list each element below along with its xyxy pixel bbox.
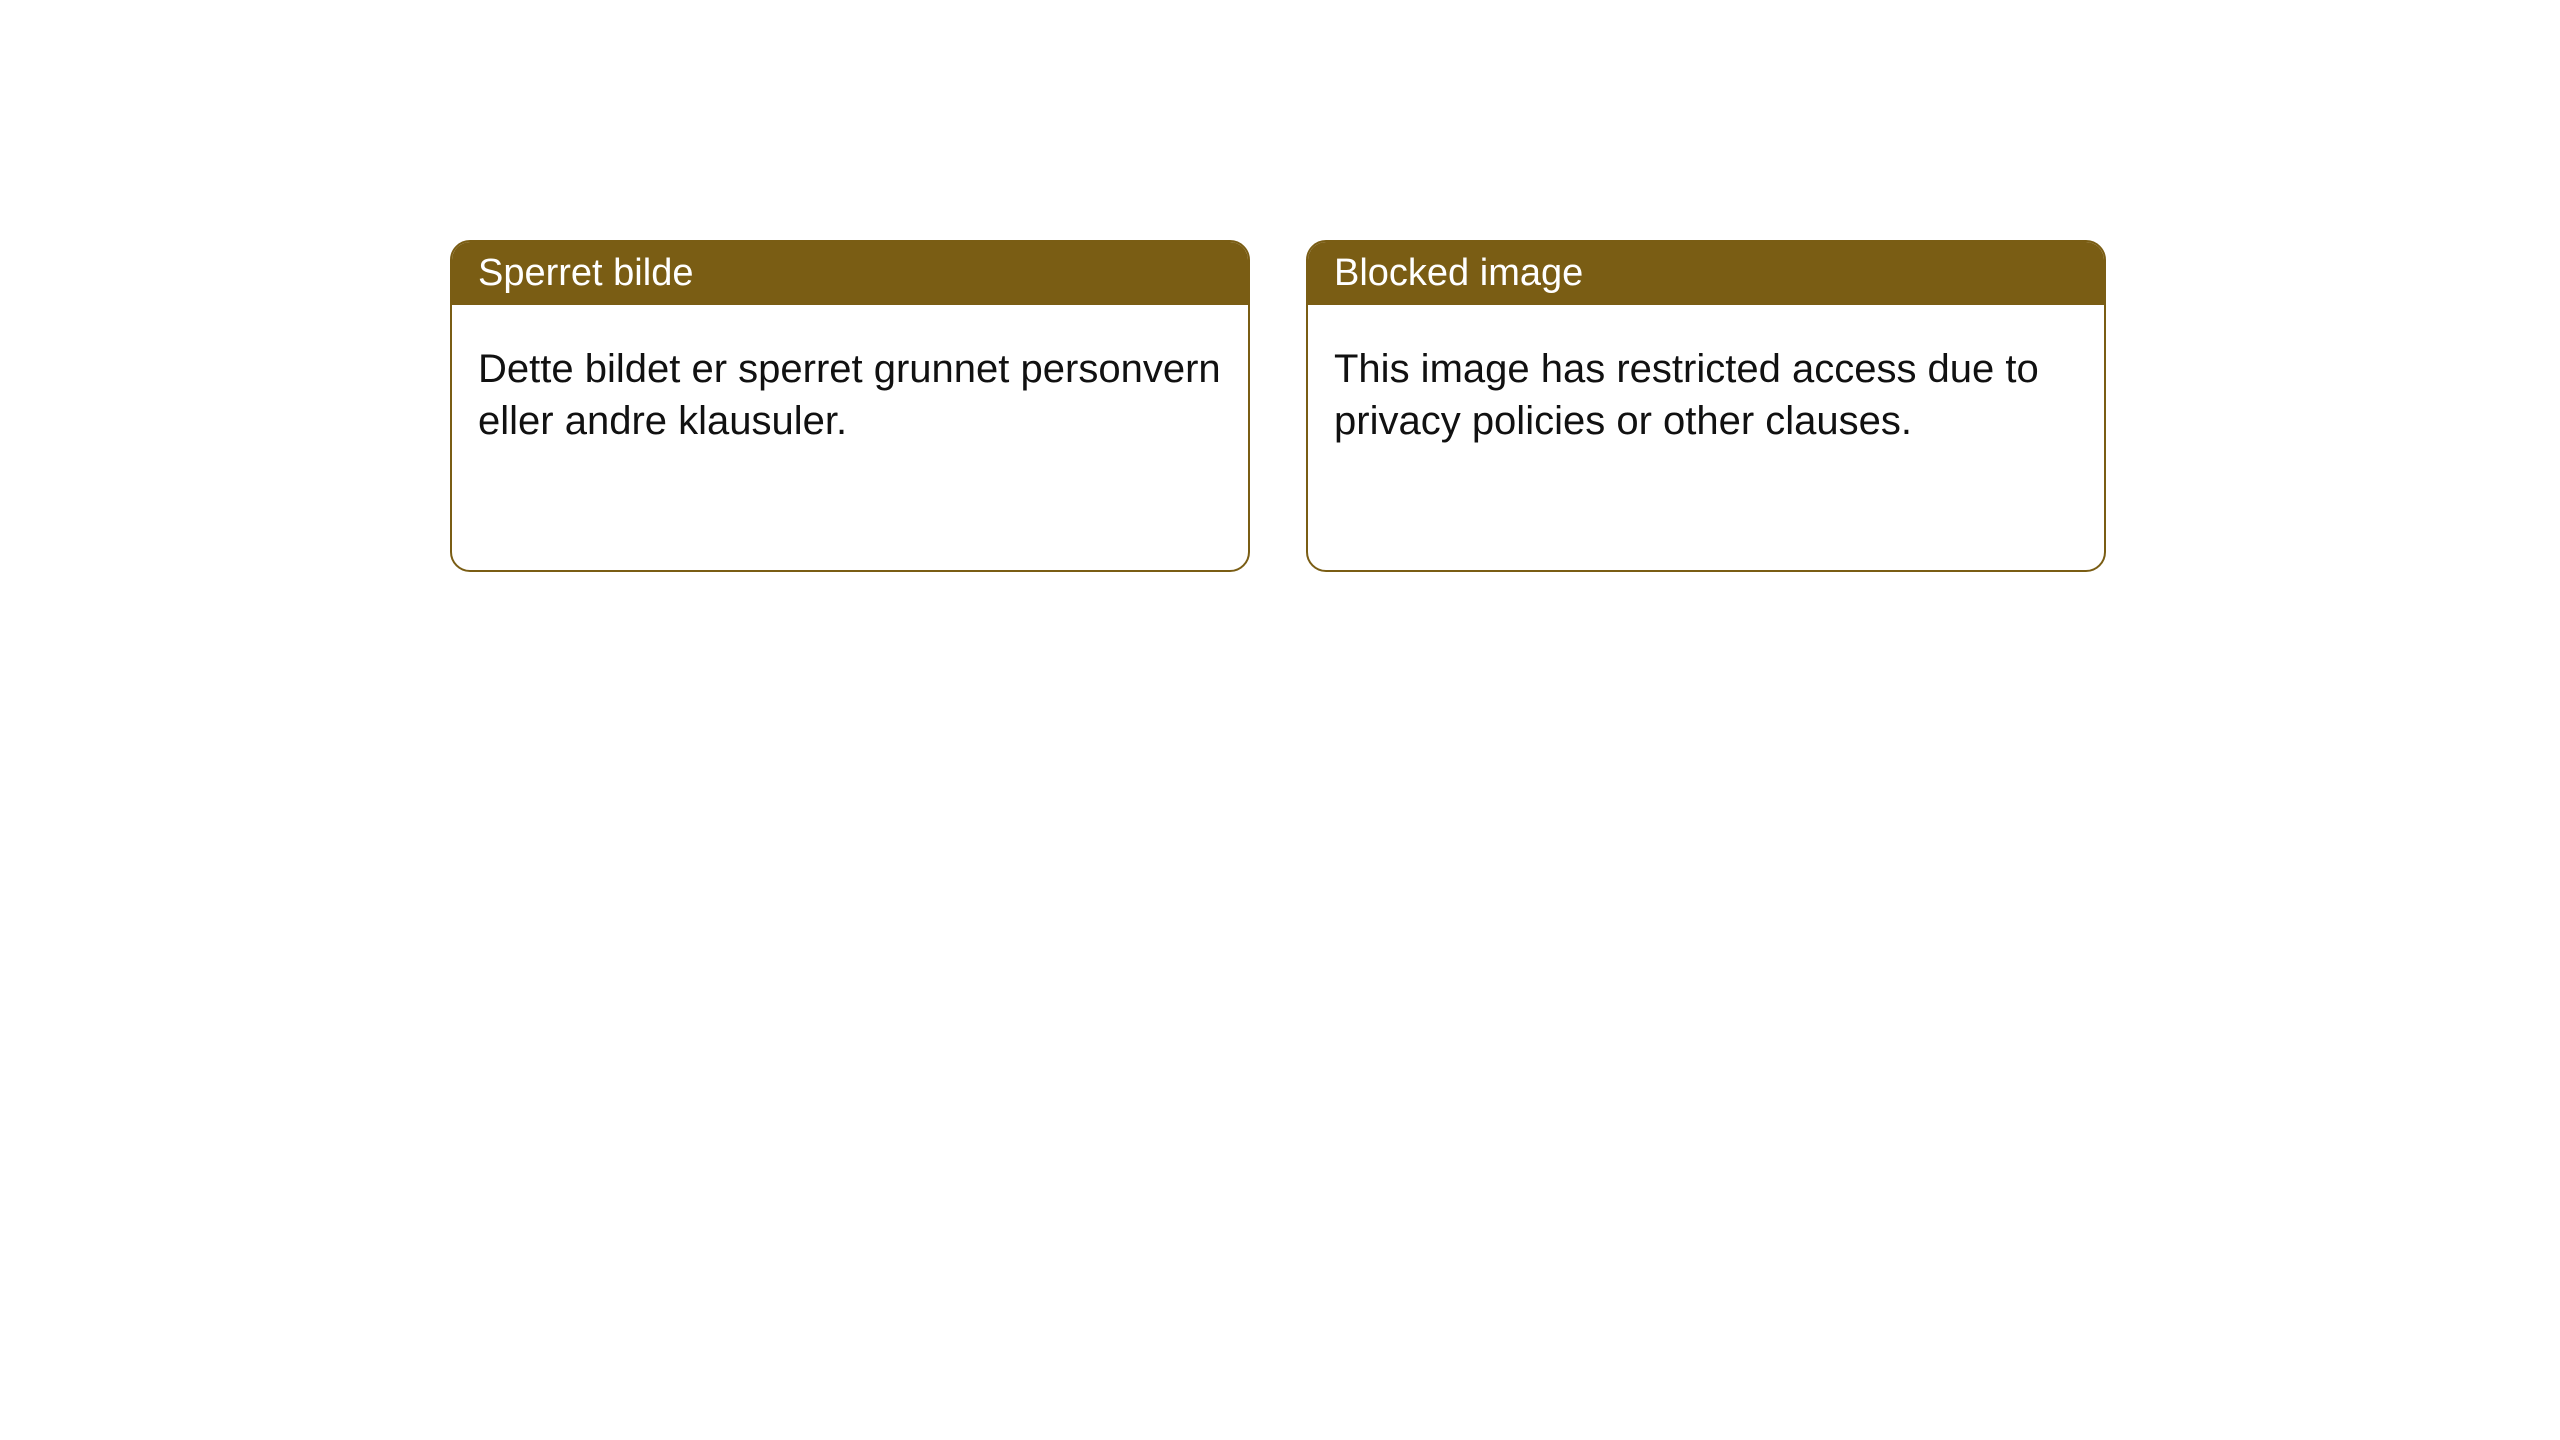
notice-container: Sperret bilde Dette bildet er sperret gr…	[450, 240, 2106, 572]
notice-body: Dette bildet er sperret grunnet personve…	[452, 305, 1248, 485]
notice-message: This image has restricted access due to …	[1334, 347, 2039, 443]
notice-message: Dette bildet er sperret grunnet personve…	[478, 347, 1221, 443]
notice-header: Blocked image	[1308, 242, 2104, 305]
notice-body: This image has restricted access due to …	[1308, 305, 2104, 485]
notice-title: Sperret bilde	[478, 252, 693, 294]
notice-title: Blocked image	[1334, 252, 1583, 294]
notice-card-norwegian: Sperret bilde Dette bildet er sperret gr…	[450, 240, 1250, 572]
notice-header: Sperret bilde	[452, 242, 1248, 305]
notice-card-english: Blocked image This image has restricted …	[1306, 240, 2106, 572]
